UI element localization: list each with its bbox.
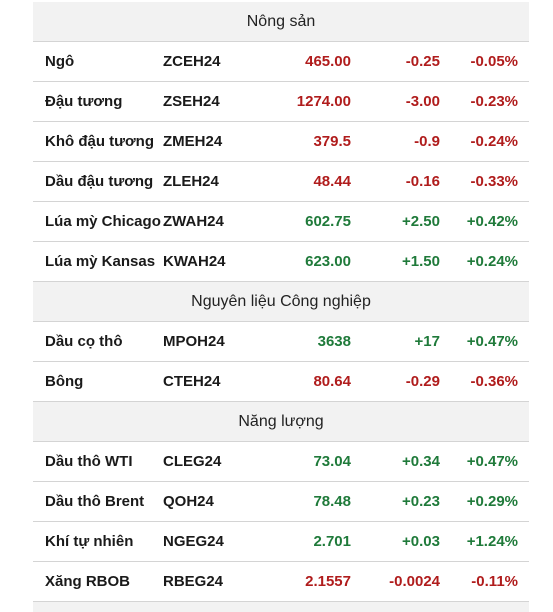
price-value: 623.00 — [305, 253, 351, 270]
price-value: 73.04 — [313, 453, 351, 470]
change-percent: +0.42% — [466, 213, 518, 230]
change-value: +17 — [414, 333, 440, 350]
price-value: 80.64 — [313, 373, 351, 390]
section-header: Nguyên liệu Công nghiệp — [33, 282, 529, 322]
price-value: 602.75 — [305, 213, 351, 230]
contract-code: ZWAH24 — [163, 213, 224, 230]
change-percent: -0.33% — [470, 173, 518, 190]
table-row: Ngô ZCEH24 465.00 -0.25 -0.05% — [33, 42, 529, 82]
contract-code: QOH24 — [163, 493, 214, 510]
change-percent: +0.47% — [466, 333, 518, 350]
contract-code: CLEG24 — [163, 453, 222, 470]
commodity-price-table: Nông sản Ngô ZCEH24 465.00 -0.25 -0.05% Đậu tư… — [33, 2, 529, 612]
change-percent: +1.24% — [466, 533, 518, 550]
change-percent: -0.23% — [470, 93, 518, 110]
table-row: Khí tự nhiên NGEG24 2.701 +0.03 +1.24% — [33, 522, 529, 562]
change-value: -3.00 — [405, 93, 440, 110]
change-value: +0.03 — [402, 533, 440, 550]
table-row: Dầu đậu tương ZLEH24 48.44 -0.16 -0.33% — [33, 162, 529, 202]
table-row: Khô đậu tương ZMEH24 379.5 -0.9 -0.24% — [33, 122, 529, 162]
contract-code: CTEH24 — [163, 373, 221, 390]
change-value: -0.16 — [405, 173, 440, 190]
commodity-name: Lúa mỳ Chicago — [45, 213, 161, 230]
table-row: Lúa mỳ Kansas KWAH24 623.00 +1.50 +0.24% — [33, 242, 529, 282]
change-percent: +0.47% — [466, 453, 518, 470]
change-value: -0.29 — [405, 373, 440, 390]
contract-code: ZCEH24 — [163, 53, 221, 70]
change-percent: -0.05% — [470, 53, 518, 70]
commodity-name: Khí tự nhiên — [45, 533, 134, 550]
table-row: Dầu thô WTI CLEG24 73.04 +0.34 +0.47% — [33, 442, 529, 482]
price-value: 48.44 — [313, 173, 351, 190]
change-value: -0.9 — [414, 133, 440, 150]
contract-code: RBEG24 — [163, 573, 224, 590]
table-footer-strip — [33, 602, 529, 612]
change-percent: +0.29% — [466, 493, 518, 510]
change-value: -0.25 — [405, 53, 440, 70]
price-value: 2.701 — [313, 533, 351, 550]
contract-code: NGEG24 — [163, 533, 224, 550]
price-value: 2.1557 — [305, 573, 351, 590]
commodity-name: Dầu cọ thô — [45, 333, 123, 350]
table-row: Xăng RBOB RBEG24 2.1557 -0.0024 -0.11% — [33, 562, 529, 602]
price-value: 3638 — [317, 333, 351, 350]
contract-code: ZMEH24 — [163, 133, 223, 150]
change-percent: +0.24% — [466, 253, 518, 270]
commodity-name: Dầu thô WTI — [45, 453, 133, 470]
change-value: +2.50 — [402, 213, 440, 230]
commodity-name: Xăng RBOB — [45, 573, 131, 590]
contract-code: ZSEH24 — [163, 93, 220, 110]
change-value: +1.50 — [402, 253, 440, 270]
change-percent: -0.11% — [471, 573, 518, 590]
change-percent: -0.36% — [470, 373, 518, 390]
table-row: Dầu cọ thô MPOH24 3638 +17 +0.47% — [33, 322, 529, 362]
section-header: Năng lượng — [33, 402, 529, 442]
commodity-name: Khô đậu tương — [45, 133, 155, 150]
commodity-name: Dầu thô Brent — [45, 493, 145, 510]
table-row: Lúa mỳ Chicago ZWAH24 602.75 +2.50 +0.42% — [33, 202, 529, 242]
commodity-name: Ngô — [45, 53, 75, 70]
price-value: 465.00 — [305, 53, 351, 70]
change-percent: -0.24% — [470, 133, 518, 150]
price-value: 379.5 — [313, 133, 351, 150]
price-value: 78.48 — [313, 493, 351, 510]
commodity-name: Lúa mỳ Kansas — [45, 253, 156, 270]
commodity-name: Dầu đậu tương — [45, 173, 154, 190]
table-row: Bông CTEH24 80.64 -0.29 -0.36% — [33, 362, 529, 402]
section-header: Nông sản — [33, 2, 529, 42]
change-value: +0.23 — [402, 493, 440, 510]
change-value: +0.34 — [402, 453, 440, 470]
table-row: Dầu thô Brent QOH24 78.48 +0.23 +0.29% — [33, 482, 529, 522]
table-row: Đậu tương ZSEH24 1274.00 -3.00 -0.23% — [33, 82, 529, 122]
change-value: -0.0024 — [389, 573, 440, 590]
price-value: 1274.00 — [296, 93, 351, 110]
contract-code: MPOH24 — [163, 333, 225, 350]
contract-code: KWAH24 — [163, 253, 226, 270]
commodity-name: Bông — [45, 373, 84, 390]
contract-code: ZLEH24 — [163, 173, 219, 190]
commodity-name: Đậu tương — [45, 93, 123, 110]
